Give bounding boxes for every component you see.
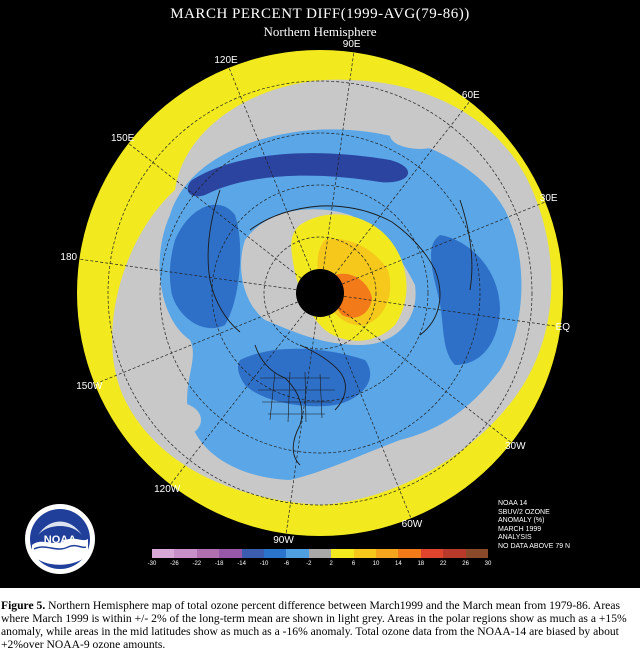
longitude-label: 150E <box>110 133 135 145</box>
noaa-logo-text: NOAA <box>44 534 76 546</box>
info-block: NOAA 14 SBUV/2 OZONE ANOMALY (%) MARCH 1999… <box>498 500 570 551</box>
colorbar-tick-label: -22 <box>192 561 202 567</box>
figure-caption: Figure 5. Northern Hemisphere map of tot… <box>1 599 639 651</box>
colorbar-tick-label: 2 <box>329 561 333 567</box>
longitude-label: 180 <box>60 252 78 264</box>
colorbar-tick-label: 26 <box>462 561 469 567</box>
colorbar-tick-label: -14 <box>237 561 246 567</box>
meridian-line <box>328 315 412 519</box>
colorbar-swatch <box>174 549 197 558</box>
info-line: MARCH 1999 <box>498 525 542 533</box>
meridian-line <box>322 52 355 270</box>
longitude-label: 120E <box>214 55 238 67</box>
longitude-label: 30W <box>505 440 526 452</box>
colorbar-swatch <box>241 549 265 558</box>
colorbar-tick-label: 22 <box>439 561 447 567</box>
colorbar-swatch <box>308 549 332 558</box>
meridian-line <box>79 258 297 291</box>
info-line: NO DATA ABOVE 79 N <box>498 542 571 550</box>
longitude-label: 90E <box>342 39 361 51</box>
meridian-line <box>334 101 470 275</box>
longitude-label: 30E <box>539 193 558 205</box>
longitude-label: 60E <box>461 89 480 101</box>
caption-text: Northern Hemisphere map of total ozone p… <box>1 599 627 651</box>
graticule <box>107 80 533 506</box>
colorbar-swatch <box>219 549 242 558</box>
meridian-line <box>338 307 512 443</box>
colorbar-swatch <box>376 549 399 558</box>
colorbar-tick-label: -18 <box>214 561 224 567</box>
longitude-label: 60W <box>401 518 423 530</box>
colorbar-ticks: -30 -26 -22 -18 -14 -10 -6 -2 2 6 10 14 18 22 26 30 <box>148 561 492 571</box>
longitude-label: 150W <box>76 380 103 392</box>
meridian-line <box>170 311 306 485</box>
coastlines <box>207 189 473 466</box>
meridian-line <box>342 201 546 285</box>
colorbar-swatch <box>398 549 421 558</box>
colorbar-tick-label: 18 <box>417 561 425 567</box>
longitude-label: 90W <box>273 534 294 546</box>
noaa-logo-icon: NOAA <box>25 504 95 574</box>
info-line: ANALYSIS <box>498 534 532 541</box>
no-data-polar-disk <box>296 269 344 317</box>
info-line: NOAA 14 <box>498 500 528 507</box>
blue-atlantic-anomaly <box>431 235 500 365</box>
polar-map <box>77 50 563 536</box>
blue-siberia-anomaly <box>169 204 241 329</box>
info-line: SBUV/2 OZONE <box>498 508 550 516</box>
longitude-label: 120W <box>154 484 181 495</box>
colorbar-tick-label: -6 <box>283 561 290 567</box>
colorbar-tick-label: 14 <box>395 561 402 567</box>
colorbar-tick-label: -10 <box>259 561 269 567</box>
colorbar-tick-label: -30 <box>147 561 157 567</box>
colorbar-swatch <box>331 549 354 558</box>
colorbar <box>152 549 489 558</box>
colorbar-swatch <box>353 549 377 558</box>
colorbar-tick-label: 10 <box>372 561 380 567</box>
meridian-line <box>128 143 302 279</box>
meridian-line <box>228 67 312 271</box>
info-line: ANOMALY (%) <box>498 517 545 524</box>
colorbar-tick-label: 6 <box>351 561 356 567</box>
colorbar-swatch <box>443 549 466 558</box>
colorbar-swatch <box>152 549 175 558</box>
blue-north-america-anomaly <box>237 348 371 407</box>
colorbar-swatch <box>264 549 287 558</box>
longitude-label: EQ <box>555 321 571 333</box>
map-panel: MARCH PERCENT DIFF(1999-AVG(79-86)) Nort… <box>0 0 640 588</box>
colorbar-swatch <box>286 549 309 558</box>
meridian-line <box>285 316 318 534</box>
grey-patch-north <box>390 121 450 149</box>
grey-patch-southwest <box>149 402 201 438</box>
map-subtitle: Northern Hemisphere <box>263 24 377 39</box>
map-title: MARCH PERCENT DIFF(1999-AVG(79-86)) <box>170 6 470 22</box>
colorbar-tick-label: -26 <box>170 561 179 567</box>
caption-label: Figure 5. <box>1 599 46 612</box>
colorbar-swatch <box>196 549 220 558</box>
meridian-line <box>94 301 298 385</box>
meridian-line <box>343 295 561 328</box>
dark-blue-pacific-anomaly <box>187 153 409 197</box>
colorbar-tick-label: 30 <box>484 561 492 567</box>
colorbar-swatch <box>420 549 444 558</box>
usa-state-boundaries <box>258 371 335 423</box>
meridian-lines <box>79 52 561 534</box>
colorbar-swatch <box>465 549 489 558</box>
colorbar-tick-label: -2 <box>306 561 312 567</box>
